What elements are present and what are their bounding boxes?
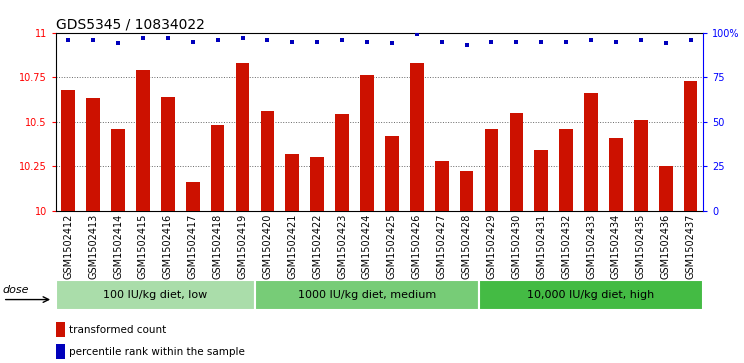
Text: GDS5345 / 10834022: GDS5345 / 10834022 [56,17,205,32]
Text: GSM1502419: GSM1502419 [237,214,248,279]
Bar [62,90,75,211]
Text: GSM1502420: GSM1502420 [263,214,272,280]
Text: GSM1502412: GSM1502412 [63,214,73,280]
Text: GSM1502437: GSM1502437 [686,214,696,280]
Text: GSM1502435: GSM1502435 [636,214,646,280]
Text: GSM1502427: GSM1502427 [437,214,446,280]
Text: GSM1502433: GSM1502433 [586,214,596,279]
Bar [56,344,65,359]
Bar [56,280,255,310]
Text: GSM1502421: GSM1502421 [287,214,298,280]
Text: percentile rank within the sample: percentile rank within the sample [68,347,245,356]
Bar [186,182,199,211]
Bar [559,129,573,211]
Text: GSM1502423: GSM1502423 [337,214,347,280]
Bar [236,63,249,211]
Text: dose: dose [3,285,29,295]
Bar [286,154,299,211]
Bar [360,76,373,211]
Text: 100 IU/kg diet, low: 100 IU/kg diet, low [103,290,208,300]
Text: transformed count: transformed count [68,325,166,335]
Text: 1000 IU/kg diet, medium: 1000 IU/kg diet, medium [298,290,436,300]
Bar [310,157,324,211]
Bar [336,114,349,211]
Text: GSM1502436: GSM1502436 [661,214,671,279]
Text: GSM1502416: GSM1502416 [163,214,173,279]
Bar [111,129,125,211]
Text: GSM1502417: GSM1502417 [187,214,198,280]
Text: GSM1502428: GSM1502428 [461,214,472,280]
Bar [434,161,449,211]
Bar [510,113,523,211]
Text: GSM1502414: GSM1502414 [113,214,123,279]
Text: GSM1502431: GSM1502431 [536,214,546,279]
Bar [86,98,100,211]
Bar [136,70,150,211]
Text: GSM1502426: GSM1502426 [411,214,422,280]
Bar [211,125,225,211]
Text: GSM1502429: GSM1502429 [487,214,496,280]
Text: GSM1502418: GSM1502418 [213,214,222,279]
Text: GSM1502432: GSM1502432 [561,214,571,280]
Bar [534,150,548,211]
Bar [255,280,479,310]
Bar [260,111,275,211]
Text: GSM1502415: GSM1502415 [138,214,148,280]
Bar [609,138,623,211]
Bar [479,280,703,310]
Bar [385,136,399,211]
Bar [659,166,673,211]
Bar [684,81,697,211]
Bar [584,93,598,211]
Text: GSM1502413: GSM1502413 [88,214,98,279]
Bar [161,97,175,211]
Bar [56,322,65,337]
Text: GSM1502422: GSM1502422 [312,214,322,280]
Text: GSM1502430: GSM1502430 [511,214,522,279]
Text: GSM1502434: GSM1502434 [611,214,621,279]
Bar [634,120,648,211]
Bar [460,171,473,211]
Text: GSM1502424: GSM1502424 [362,214,372,280]
Text: 10,000 IU/kg diet, high: 10,000 IU/kg diet, high [527,290,655,300]
Bar [410,63,423,211]
Text: GSM1502425: GSM1502425 [387,214,397,280]
Bar [484,129,498,211]
